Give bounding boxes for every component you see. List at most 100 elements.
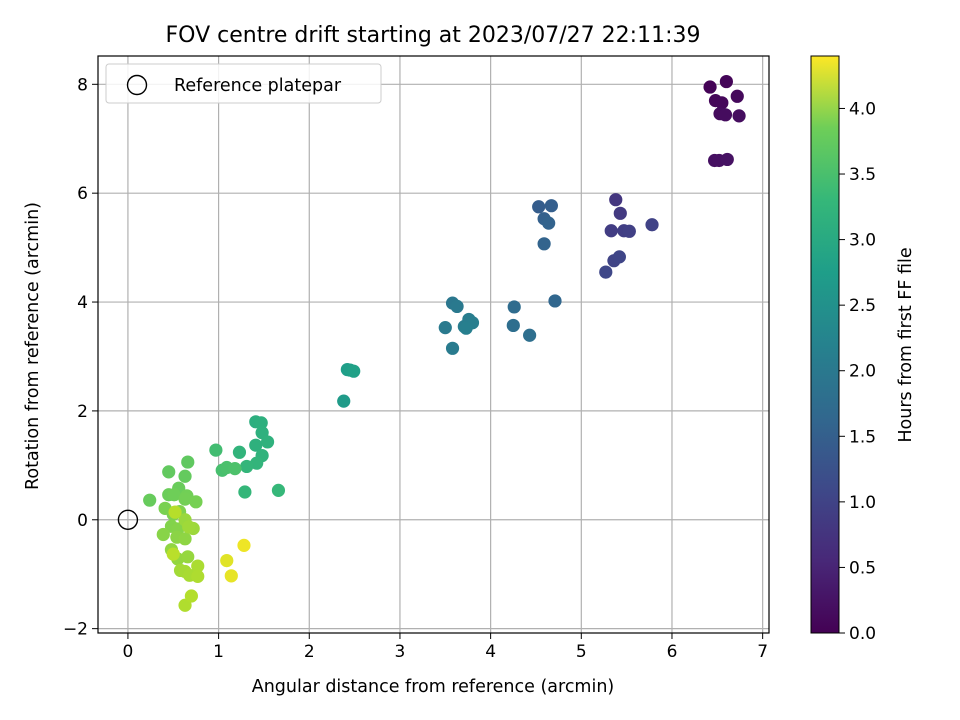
data-point [220,554,234,568]
x-axis-label: Angular distance from reference (arcmin) [252,677,615,697]
colorbar-label: Hours from first FF file [896,247,916,442]
plot-frame [97,55,770,634]
data-point [599,265,613,279]
data-point [189,495,203,509]
data-point [168,505,182,519]
x-tick-label: 7 [757,642,768,662]
chart-title: FOV centre drift starting at 2023/07/27 … [166,23,701,48]
colorbar-tick-label: 0.0 [849,624,876,644]
data-point [254,416,268,430]
reference-platepar-marker [117,509,139,530]
y-tick-label: 2 [77,402,88,422]
data-point [156,527,170,542]
data-point [178,492,192,506]
data-point [703,80,717,94]
data-point [249,438,263,452]
data-point [178,532,192,546]
y-tick-label: 6 [77,184,88,204]
data-point [347,364,361,378]
data-point [459,321,473,335]
data-point [548,294,562,308]
data-point [143,493,157,507]
colorbar-tick-label: 3.5 [849,165,876,185]
legend-marker [126,74,148,96]
colorbar: 0.0 0.5 1.0 1.5 2.0 2.5 3.0 3.5 4.0 Hours from f… [810,55,916,644]
data-point [181,550,195,564]
data-point [232,445,247,459]
x-tick-label: 2 [304,642,315,662]
data-point [719,74,733,89]
colorbar-tick-label: 4.0 [849,99,876,119]
grid [98,56,769,633]
data-point [167,488,181,502]
data-point [182,520,196,534]
x-tick-label: 5 [576,642,587,662]
y-tick-label: 4 [77,293,88,313]
data-point [542,216,556,230]
data-point [720,152,734,167]
colorbar-tick-label: 1.5 [849,427,876,447]
data-point [450,299,464,313]
x-tick-label: 1 [213,642,224,662]
data-point [166,547,180,561]
colorbar-tick-label: 2.5 [849,296,876,316]
data-point [715,96,729,110]
data-point [445,341,460,355]
data-point [732,109,746,123]
colorbar-gradient [810,55,840,634]
data-point [537,237,551,251]
data-point [532,200,546,214]
data-point [228,462,242,476]
data-point [645,218,659,232]
x-axis-ticks: 0 1 2 3 4 5 6 7 [123,633,768,662]
data-point [240,459,254,474]
colorbar-ticks: 0.0 0.5 1.0 1.5 2.0 2.5 3.0 3.5 4.0 [839,99,876,644]
x-tick-label: 0 [123,642,134,662]
data-point [237,538,251,552]
legend-box [105,63,382,104]
colorbar-tick-label: 0.5 [849,558,876,578]
data-point [604,224,618,238]
x-tick-label: 6 [667,642,678,662]
legend-label: Reference platepar [174,76,342,96]
data-point [238,485,252,499]
data-point [609,193,623,207]
data-point [191,569,205,583]
data-point [260,435,275,449]
data-point [178,598,192,612]
colorbar-tick-label: 2.0 [849,362,876,382]
data-point [184,589,198,603]
data-point [730,89,744,103]
data-point [507,300,521,314]
data-point [224,569,238,583]
data-point [250,456,264,470]
y-tick-label: 0 [77,511,88,531]
colorbar-tick-label: 1.0 [849,493,876,513]
data-point [718,108,733,122]
data-point [337,394,351,408]
y-axis-ticks: −2 0 2 4 6 8 [63,75,98,640]
data-point [181,455,195,469]
data-point [178,469,192,483]
y-tick-label: −2 [63,620,88,640]
data-point [191,559,205,573]
data-point [613,206,627,220]
x-tick-label: 3 [395,642,406,662]
data-point [506,318,520,333]
y-axis-label: Rotation from reference (arcmin) [23,202,43,490]
legend: Reference platepar [105,63,382,104]
x-tick-label: 4 [485,642,496,662]
data-point [162,465,176,479]
data-point [209,443,223,457]
data-point [271,483,286,497]
data-points [143,74,746,612]
colorbar-tick-label: 3.0 [849,231,876,251]
data-point [438,321,452,335]
data-point [622,224,636,238]
data-point [544,199,558,213]
y-tick-label: 8 [77,75,88,95]
data-point [523,328,537,342]
data-point [612,250,626,264]
